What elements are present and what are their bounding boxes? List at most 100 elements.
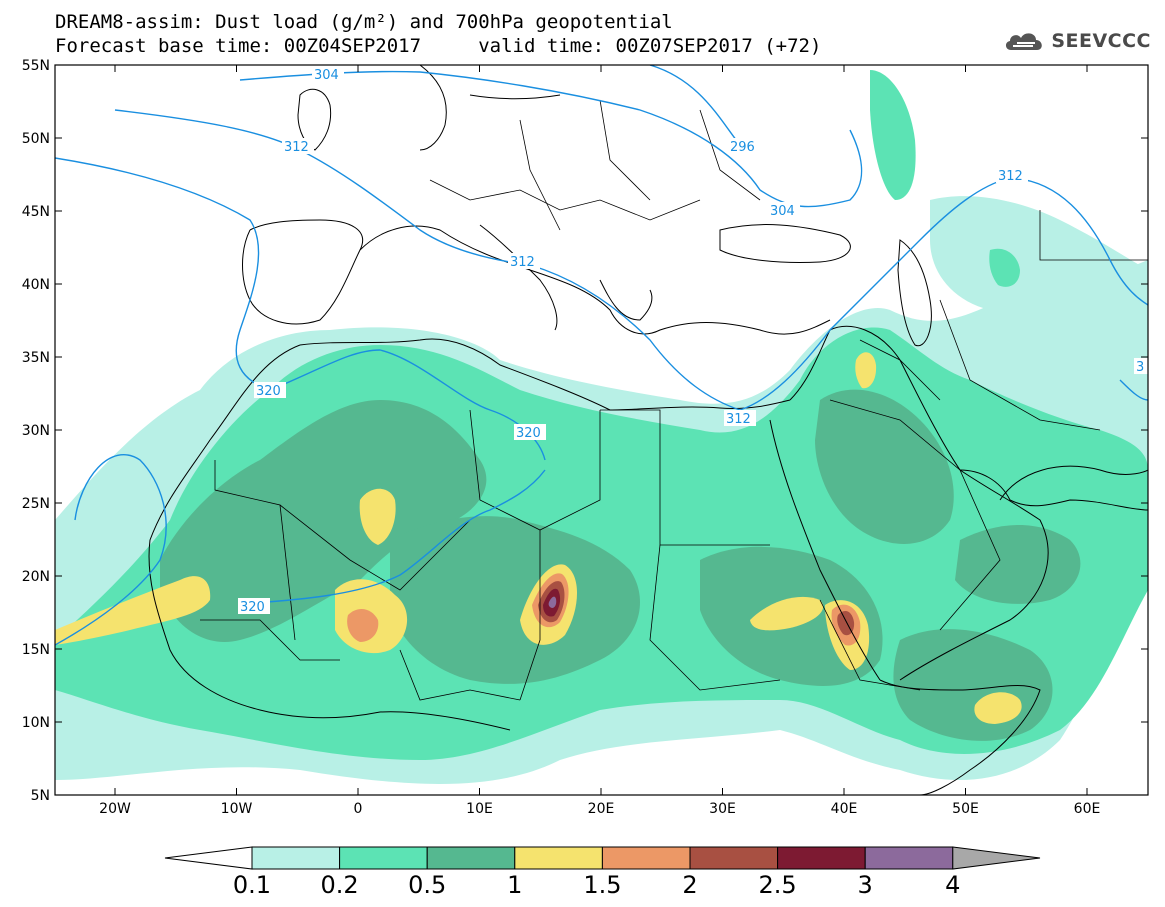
geo-312-east [739, 177, 1148, 411]
lon-label: 0 [354, 801, 363, 817]
colorbar-tick-label: 4 [945, 871, 960, 899]
lat-label: 25N [22, 496, 50, 512]
dust-contour-1.5-niger [347, 608, 379, 642]
lat-label: 55N [22, 58, 50, 74]
colorbar-tick-label: 2.5 [759, 871, 797, 899]
border-kazakh [1039, 210, 1148, 261]
geo-320-mid [239, 469, 546, 605]
lat-label: 35N [22, 350, 50, 366]
geo-label: 312 [726, 412, 751, 427]
colorbar-tick-label: 0.1 [233, 871, 271, 899]
dust-field [55, 70, 1148, 784]
border-chad [519, 530, 541, 701]
geo-label: 304 [770, 204, 795, 219]
geopotential-label-group: 304 312 296 304 312 312 312 320 320 320 … [238, 66, 1148, 615]
geo-296 [649, 65, 741, 146]
border-europe-4 [699, 109, 761, 201]
dust-contour-1-somalia [974, 692, 1022, 724]
geo-320-west [55, 454, 167, 646]
colorbar-segment [689, 846, 779, 870]
lon-label: 20E [588, 801, 615, 817]
dust-contour-0.2-kazakh [930, 196, 1148, 315]
geo-312-mid [114, 109, 741, 411]
colorbar-segment [601, 846, 691, 870]
coast-gulf [959, 469, 1148, 511]
colorbar-tick-label: 1.5 [583, 871, 621, 899]
map-title: DREAM8-assim: Dust load (g/m²) and 700hP… [55, 11, 673, 33]
colorbar-tick-label: 3 [858, 871, 873, 899]
lon-label: 10E [466, 801, 493, 817]
coast-persian [999, 465, 1148, 501]
colorbar-segment [339, 846, 428, 870]
lat-label: 45N [22, 204, 50, 220]
dust-contour-0.5-aral [989, 248, 1020, 287]
geopotential-lines [55, 65, 1148, 646]
geo-label: 312 [284, 140, 309, 155]
colorbar-segment [251, 846, 341, 870]
lon-label: 60E [1074, 801, 1101, 817]
longitude-axis: 20W 10W 0 10E 20E 30E 40E 50E 60E [99, 65, 1100, 817]
lon-label: 20W [99, 801, 131, 817]
dust-contour-1-atlantic [55, 576, 211, 645]
border-egypt-sudan [600, 409, 770, 546]
forecast-time: Forecast base time: 00Z04SEP2017 valid t… [55, 35, 822, 57]
colorbar-under-arrow [164, 846, 253, 870]
dust-contour-0.2-caspian [870, 70, 916, 200]
geo-label: 304 [314, 68, 339, 83]
geo-label: 3 [1136, 360, 1144, 375]
coast-iberia [242, 219, 363, 325]
dust-contour-0.5-west [160, 400, 487, 642]
coast-italy [479, 224, 558, 331]
lat-label: 40N [22, 277, 50, 293]
colorbar-segment [777, 846, 866, 870]
coast-north-africa [299, 338, 791, 411]
colorbar-over-arrow [952, 846, 1041, 870]
colorbar-segment [864, 846, 954, 870]
dust-contour-0.5-iran [955, 525, 1081, 604]
latitude-axis: 55N 50N 45N 40N 35N 30N 25N 20N 15N 10N 5N [22, 58, 1148, 804]
geo-label: 320 [240, 600, 265, 615]
geo-label: 312 [510, 255, 535, 270]
colorbar-segment [426, 846, 516, 870]
lon-label: 40E [831, 801, 858, 817]
lon-label: 30E [709, 801, 736, 817]
border-algeria-mali [279, 504, 471, 591]
lon-label: 10W [221, 801, 253, 817]
geo-label: 320 [516, 426, 541, 441]
geo-label: 312 [998, 169, 1023, 184]
lat-label: 10N [22, 715, 50, 731]
border-europe-1 [429, 179, 701, 221]
geo-label: 296 [730, 140, 755, 155]
dust-contour-3-chad [548, 596, 557, 608]
geo-304 [239, 70, 863, 208]
border-iran [939, 299, 1101, 431]
dust-contour-1-sudan [750, 596, 824, 631]
border-europe-2 [519, 119, 561, 231]
coastlines [148, 65, 1148, 795]
cloud-icon [1006, 33, 1043, 50]
lat-label: 20N [22, 569, 50, 585]
coast-britain [297, 88, 332, 151]
coast-baltic [469, 94, 561, 100]
colorbar-tick-label: 0.2 [321, 871, 359, 899]
dust-contour-1-algeria [359, 488, 396, 545]
coast-horn [879, 679, 1041, 795]
seevccc-logo: SEEVCCC [1003, 28, 1151, 54]
colorbar: 0.1 0.2 0.5 1 1.5 2 2.5 3 4 [164, 846, 1041, 899]
lat-label: 30N [22, 423, 50, 439]
border-west-inner [200, 619, 340, 661]
coast-red-sea-west [769, 419, 881, 681]
colorbar-tick-label: 2 [682, 871, 697, 899]
border-saudi [829, 399, 1001, 631]
coast-black-sea [719, 224, 851, 263]
coast-greece [599, 279, 653, 321]
colorbar-tick-label: 0.5 [408, 871, 446, 899]
border-ethiopia [819, 599, 921, 691]
borders [200, 99, 1148, 701]
colorbar-tick-label: 1 [507, 871, 522, 899]
lat-label: 50N [22, 131, 50, 147]
border-europe-3 [599, 99, 651, 201]
coast-caspian [897, 239, 932, 347]
geo-3-east [1119, 379, 1148, 401]
